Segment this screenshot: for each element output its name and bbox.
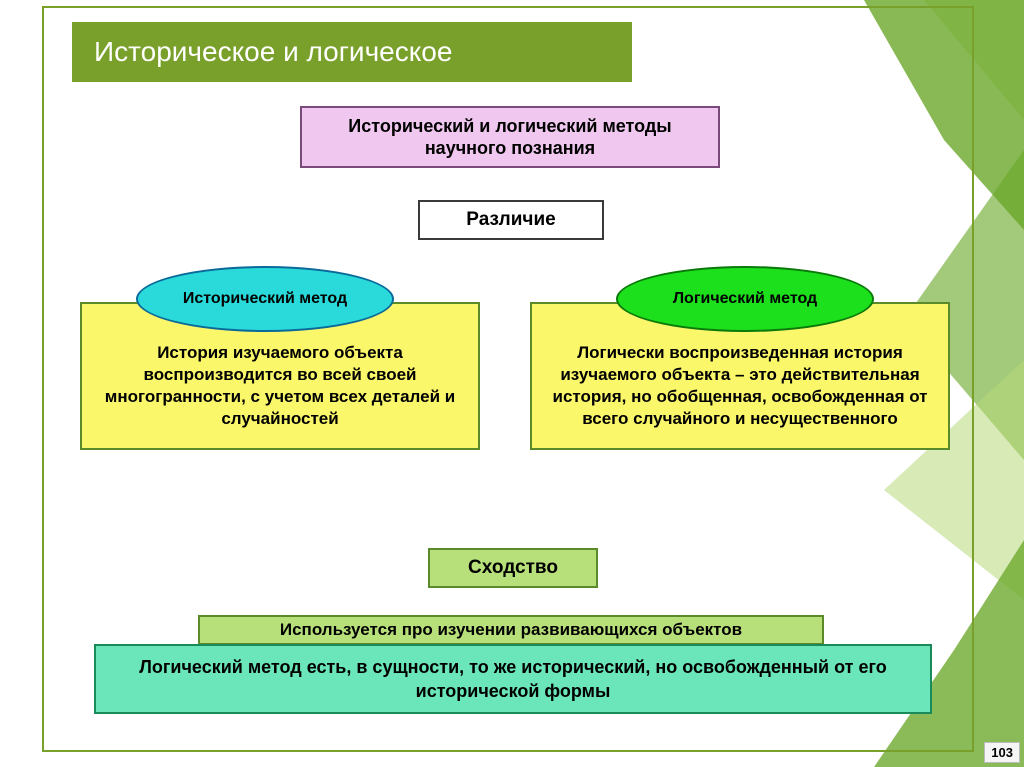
title-text: Историческое и логическое xyxy=(94,36,452,68)
subtitle-text: Исторический и логический методы научног… xyxy=(312,115,708,160)
similarity-text-box: Логический метод есть, в сущности, то же… xyxy=(94,644,932,714)
historical-method-label: Исторический метод xyxy=(183,290,347,308)
subtitle-box: Исторический и логический методы научног… xyxy=(300,106,720,168)
difference-label-box: Различие xyxy=(418,200,604,240)
historical-method-text: История изучаемого объекта воспроизводит… xyxy=(105,343,455,428)
similarity-heading: Используется про изучении развивающихся … xyxy=(210,620,812,640)
similarity-label: Сходство xyxy=(440,557,586,579)
slide-title: Историческое и логическое xyxy=(72,22,632,82)
logical-method-label: Логический метод xyxy=(673,290,817,308)
similarity-text: Логический метод есть, в сущности, то же… xyxy=(106,655,920,704)
page-number: 103 xyxy=(984,742,1020,763)
logical-method-text: Логически воспроизведенная история изуча… xyxy=(553,343,928,428)
similarity-heading-box: Используется про изучении развивающихся … xyxy=(198,615,824,645)
similarity-label-box: Сходство xyxy=(428,548,598,588)
logical-method-ellipse: Логический метод xyxy=(616,266,874,332)
historical-method-ellipse: Исторический метод xyxy=(136,266,394,332)
difference-label: Различие xyxy=(430,209,592,231)
